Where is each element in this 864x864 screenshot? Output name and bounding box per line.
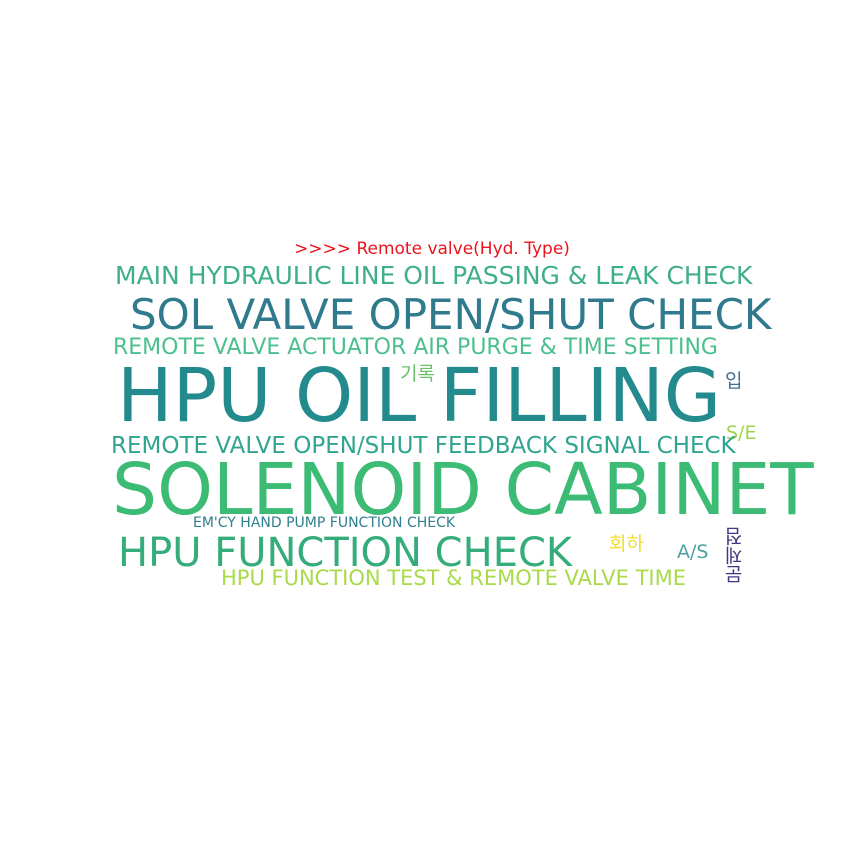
word-emcy-hand-pump: EM'CY HAND PUMP FUNCTION CHECK bbox=[193, 515, 456, 531]
word-cloud-title: >>>> Remote valve(Hyd. Type) bbox=[294, 239, 570, 259]
word-sol-valve: SOL VALVE OPEN/SHUT CHECK bbox=[130, 290, 772, 339]
word-hpu-function-check: HPU FUNCTION CHECK bbox=[118, 530, 573, 576]
word-hpu-function-test: HPU FUNCTION TEST & REMOTE VALVE TIME bbox=[221, 566, 687, 590]
word-main-hydraulic: MAIN HYDRAULIC LINE OIL PASSING & LEAK C… bbox=[115, 261, 753, 290]
word-gilok: 기록 bbox=[400, 363, 435, 385]
word-munjejeom: 문제점 bbox=[724, 527, 746, 584]
word-as: A/S bbox=[677, 541, 709, 563]
word-solenoid-cabinet: SOLENOID CABINET bbox=[112, 448, 814, 531]
word-se: S/E bbox=[726, 422, 757, 444]
word-ip: 입 bbox=[725, 370, 743, 392]
word-remote-valve-feedback: REMOTE VALVE OPEN/SHUT FEEDBACK SIGNAL C… bbox=[111, 433, 736, 459]
word-hpu-oil-filling: HPU OIL FILLING bbox=[117, 353, 722, 439]
word-remote-valve-actuator: REMOTE VALVE ACTUATOR AIR PURGE & TIME S… bbox=[113, 335, 718, 360]
word-hoeha: 회하 bbox=[609, 533, 644, 555]
